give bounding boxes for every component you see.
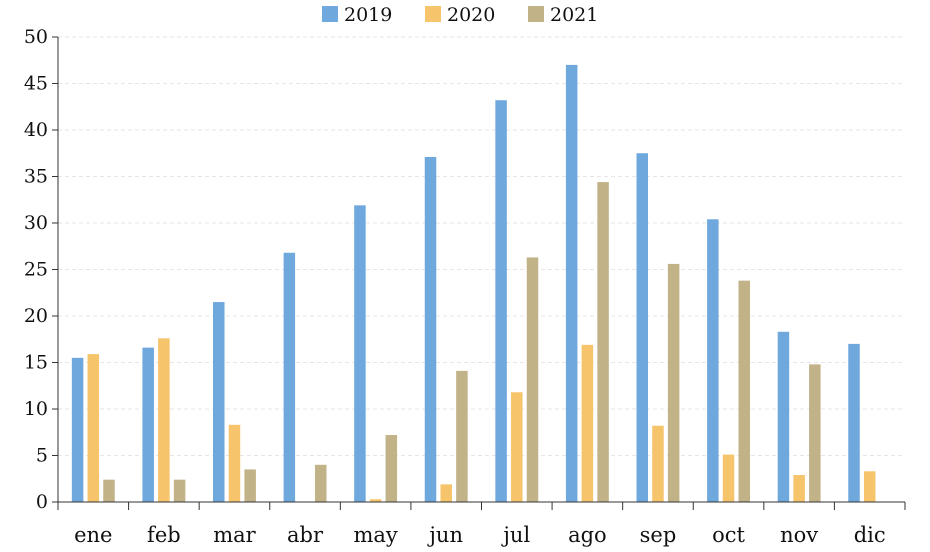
legend-swatch-2021 xyxy=(528,6,544,22)
bar-2020-ago xyxy=(581,344,594,502)
x-tick-label: oct xyxy=(712,523,745,547)
bar-2021-feb xyxy=(173,479,186,502)
bar-2020-sep xyxy=(652,425,664,502)
bar-2020-oct xyxy=(722,454,735,502)
bars xyxy=(71,64,876,503)
bar-2020-nov xyxy=(793,475,805,502)
bar-2021-oct xyxy=(738,280,750,502)
bar-2021-nov xyxy=(809,364,821,502)
legend-label-2020: 2020 xyxy=(447,4,495,26)
bar-2021-mar xyxy=(244,469,256,502)
bar-2019-may xyxy=(354,205,366,502)
y-tick-label: 40 xyxy=(24,119,48,141)
bar-2019-dic xyxy=(848,343,860,502)
bar-2021-abr xyxy=(314,464,327,502)
x-tick-label: dic xyxy=(854,523,886,547)
x-tick-label: may xyxy=(353,523,397,547)
bar-2020-feb xyxy=(158,338,170,502)
bar-2021-sep xyxy=(667,263,680,502)
legend-swatch-2019 xyxy=(322,6,338,22)
legend-label-2019: 2019 xyxy=(344,4,392,26)
bar-2020-jul xyxy=(511,392,523,502)
y-tick-label: 5 xyxy=(36,445,48,467)
bar-2021-ene xyxy=(103,479,115,502)
bar-2019-sep xyxy=(636,153,649,502)
bar-2019-oct xyxy=(707,219,719,502)
x-tick-label: feb xyxy=(147,523,181,547)
bar-2019-ene xyxy=(71,357,84,502)
y-tick-label: 35 xyxy=(24,166,48,188)
bar-2020-mar xyxy=(228,424,241,502)
x-tick-label: ago xyxy=(568,523,607,547)
y-tick-label: 20 xyxy=(24,305,48,327)
bar-2020-jun xyxy=(440,484,452,502)
bar-2020-dic xyxy=(863,471,876,502)
gridlines xyxy=(58,36,905,456)
y-tick-label: 25 xyxy=(24,259,48,281)
bar-2021-jul xyxy=(526,257,539,502)
x-tick-label: jul xyxy=(500,523,530,547)
y-tick-label: 10 xyxy=(24,398,48,420)
legend-label-2021: 2021 xyxy=(550,4,598,26)
bar-2019-ago xyxy=(565,64,578,503)
x-tick-label: mar xyxy=(213,523,256,547)
x-tick-label: nov xyxy=(780,523,818,547)
bar-2019-jul xyxy=(495,100,507,503)
bar-2021-may xyxy=(385,435,398,502)
bar-2019-abr xyxy=(283,252,296,502)
y-tick-label: 30 xyxy=(24,212,48,234)
x-tick-label: sep xyxy=(640,523,677,547)
bar-2019-feb xyxy=(142,347,154,502)
bar-2019-jun xyxy=(424,156,437,502)
legend: 2019 2020 2021 xyxy=(322,4,598,26)
y-tick-label: 0 xyxy=(36,491,48,513)
y-tick-label: 50 xyxy=(24,26,48,48)
y-tick-label: 45 xyxy=(24,73,48,95)
bar-2019-mar xyxy=(213,302,225,502)
bar-2021-jun xyxy=(456,370,468,502)
axes: 0 5 10 15 20 25 30 35 40 45 50 ene feb mar abr may jun ju… xyxy=(24,26,906,547)
x-tick-label: jun xyxy=(426,523,463,547)
bar-2021-ago xyxy=(597,182,609,502)
bar-2020-ene xyxy=(87,354,100,502)
legend-swatch-2020 xyxy=(425,6,441,22)
bar-2020-may xyxy=(369,499,382,502)
x-tick-label: abr xyxy=(287,523,324,547)
x-tick-label: ene xyxy=(74,523,112,547)
bar-2019-nov xyxy=(777,331,790,502)
y-tick-label: 15 xyxy=(24,352,48,374)
